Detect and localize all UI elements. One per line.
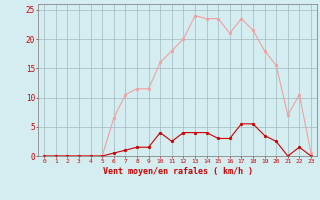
X-axis label: Vent moyen/en rafales ( km/h ): Vent moyen/en rafales ( km/h ) <box>103 167 252 176</box>
